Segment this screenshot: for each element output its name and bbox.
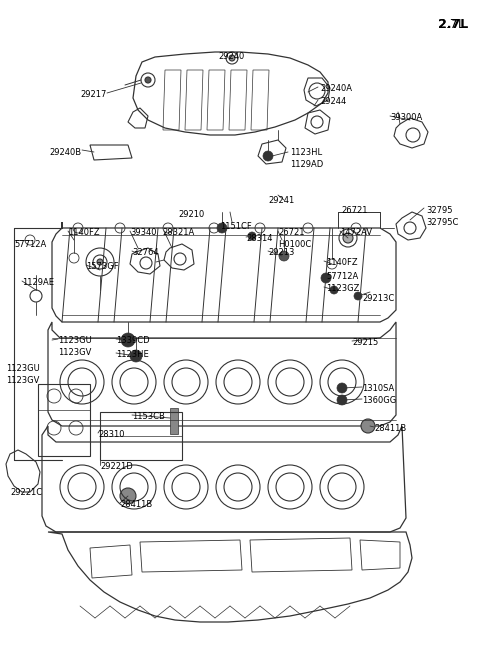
Text: 1151CF: 1151CF bbox=[220, 222, 252, 231]
Text: 1472AV: 1472AV bbox=[340, 228, 372, 237]
Text: 32795C: 32795C bbox=[426, 218, 458, 227]
Text: 32764: 32764 bbox=[132, 248, 158, 257]
Text: 2.7L: 2.7L bbox=[438, 18, 468, 31]
Circle shape bbox=[121, 333, 135, 347]
Text: 1140FZ: 1140FZ bbox=[326, 258, 358, 267]
Text: 28310: 28310 bbox=[98, 430, 124, 439]
Text: 29244: 29244 bbox=[320, 97, 346, 106]
Text: 29210: 29210 bbox=[179, 210, 205, 219]
Text: 1573GF: 1573GF bbox=[86, 262, 119, 271]
Text: 1360GG: 1360GG bbox=[362, 396, 396, 405]
Text: 28411B: 28411B bbox=[374, 424, 406, 433]
Circle shape bbox=[229, 55, 235, 61]
Text: 1123GZ: 1123GZ bbox=[326, 284, 360, 293]
Circle shape bbox=[263, 151, 273, 161]
Text: 57712A: 57712A bbox=[326, 272, 358, 281]
Circle shape bbox=[337, 383, 347, 393]
Bar bbox=[170, 408, 178, 434]
Bar bbox=[38, 384, 90, 456]
Text: 1339CD: 1339CD bbox=[116, 336, 150, 345]
Text: 1123GU: 1123GU bbox=[6, 364, 40, 373]
Text: 29241: 29241 bbox=[269, 196, 295, 205]
Text: 29217: 29217 bbox=[81, 90, 107, 99]
Circle shape bbox=[343, 233, 353, 243]
Text: 1123GV: 1123GV bbox=[6, 376, 39, 385]
Text: 1140FZ: 1140FZ bbox=[68, 228, 100, 237]
Circle shape bbox=[279, 251, 289, 261]
Circle shape bbox=[321, 273, 331, 283]
Text: 32795: 32795 bbox=[426, 206, 453, 215]
Circle shape bbox=[120, 488, 136, 504]
Circle shape bbox=[130, 350, 142, 362]
Circle shape bbox=[361, 419, 375, 433]
Text: 26721: 26721 bbox=[278, 228, 304, 237]
Circle shape bbox=[145, 77, 151, 83]
Text: 29213: 29213 bbox=[268, 248, 294, 257]
Circle shape bbox=[354, 292, 362, 300]
Circle shape bbox=[97, 259, 103, 265]
Circle shape bbox=[337, 395, 347, 405]
Text: 1123GV: 1123GV bbox=[58, 348, 91, 357]
Circle shape bbox=[248, 232, 256, 240]
Text: 29221D: 29221D bbox=[100, 462, 133, 471]
Text: 29215: 29215 bbox=[352, 338, 378, 347]
Text: 39300A: 39300A bbox=[390, 113, 422, 122]
Bar bbox=[100, 412, 182, 460]
Text: 1129AD: 1129AD bbox=[290, 160, 323, 169]
Text: 28314: 28314 bbox=[246, 234, 273, 243]
Text: 2.7L: 2.7L bbox=[438, 18, 465, 31]
Text: 1153CB: 1153CB bbox=[132, 412, 165, 421]
Text: 28411B: 28411B bbox=[120, 500, 152, 509]
Text: 26721: 26721 bbox=[342, 206, 368, 215]
Text: 29240A: 29240A bbox=[320, 84, 352, 93]
Text: 57712A: 57712A bbox=[14, 240, 46, 249]
Text: 29240B: 29240B bbox=[50, 148, 82, 157]
Text: 1123HL: 1123HL bbox=[290, 148, 322, 157]
Text: 1129AE: 1129AE bbox=[22, 278, 54, 287]
Text: 1310SA: 1310SA bbox=[362, 384, 394, 393]
Circle shape bbox=[330, 286, 338, 294]
Text: H0100C: H0100C bbox=[278, 240, 311, 249]
Text: 1123HE: 1123HE bbox=[116, 350, 149, 359]
Circle shape bbox=[217, 223, 227, 233]
Text: 29221C: 29221C bbox=[10, 488, 42, 497]
Text: 29213C: 29213C bbox=[362, 294, 394, 303]
Text: 28321A: 28321A bbox=[162, 228, 194, 237]
Text: 39340: 39340 bbox=[130, 228, 156, 237]
Text: 1123GU: 1123GU bbox=[58, 336, 92, 345]
Text: 29240: 29240 bbox=[219, 52, 245, 61]
